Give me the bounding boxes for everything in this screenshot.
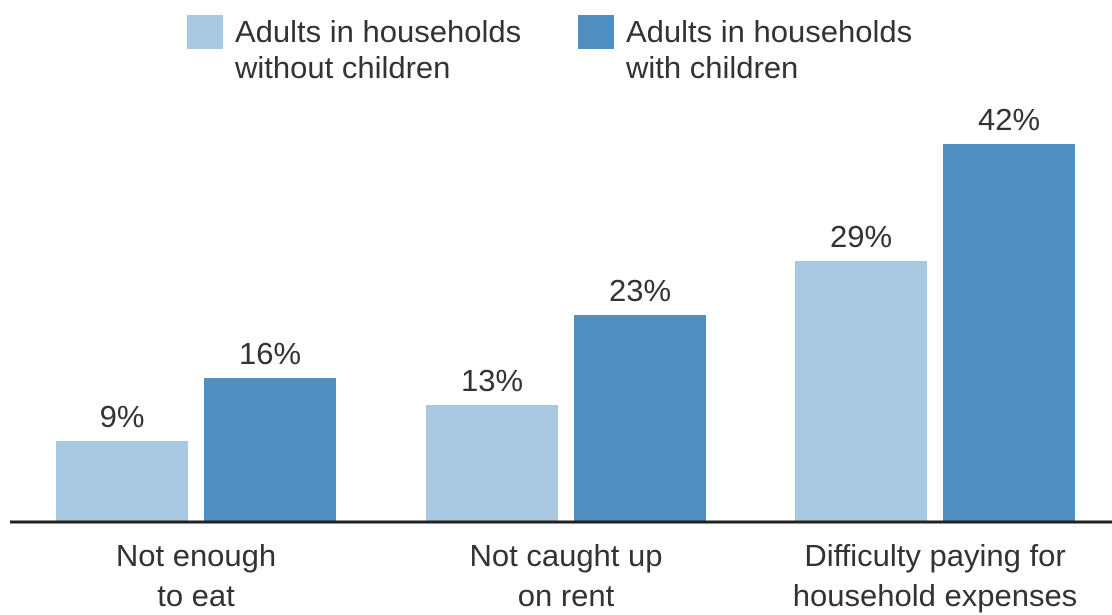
bar-series2-cat1 <box>204 378 336 522</box>
value-label-series2-cat3: 42% <box>978 102 1040 137</box>
category-label-1: Not enough to eat <box>116 538 276 613</box>
category-label-3: Difficulty paying for household expenses <box>793 538 1077 613</box>
legend-label-2: Adults in households with children <box>625 14 912 85</box>
value-label-series2-cat1: 16% <box>239 336 301 371</box>
legend: Adults in households without children Adul… <box>187 14 912 85</box>
bar-series2-cat3 <box>943 144 1075 522</box>
value-label-series1-cat1: 9% <box>100 399 145 434</box>
legend-label-1: Adults in households without children <box>234 14 521 85</box>
value-label-series2-cat2: 23% <box>609 273 671 308</box>
value-label-series1-cat2: 13% <box>461 363 523 398</box>
bars <box>56 144 1075 522</box>
bar-series1-cat3 <box>795 261 927 522</box>
category-label-2: Not caught up on rent <box>469 538 662 613</box>
bar-series1-cat2 <box>426 405 558 522</box>
value-labels: 9% 13% 29% 16% 23% 42% <box>100 102 1040 434</box>
value-label-series1-cat3: 29% <box>830 219 892 254</box>
legend-swatch-1 <box>187 15 223 49</box>
legend-swatch-2 <box>578 15 614 49</box>
bar-series1-cat1 <box>56 441 188 522</box>
category-labels: Not enough to eat Not caught up on rent Diff… <box>116 538 1077 613</box>
bar-series2-cat2 <box>574 315 706 522</box>
